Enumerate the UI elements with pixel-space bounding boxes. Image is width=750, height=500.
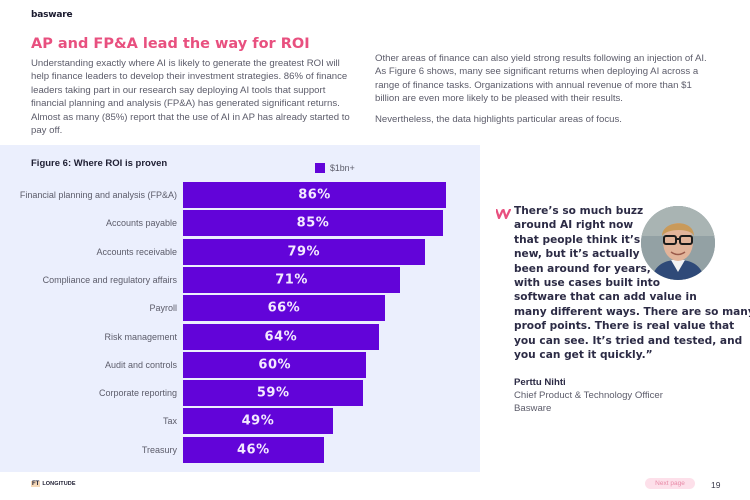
chart-legend: $1bn+ [315,163,355,173]
author-photo [641,206,715,280]
quote-line: proof points. There is real value that [514,320,735,333]
partner-name: LONGITUDE [42,481,76,487]
quote-line: many different ways. There are so many [514,305,750,318]
bar-value-label: 86% [298,187,331,203]
bar: 59% [183,380,364,407]
bar-value-label: 46% [237,442,270,458]
next-page-button[interactable]: Next page [645,478,695,489]
bar: 46% [183,436,324,463]
quote-line: around AI right now [514,219,634,232]
right-paragraph: Other areas of finance can also yield st… [375,53,707,105]
category-label: Accounts receivable [96,246,177,257]
quote-line: you can get it quickly.” [514,349,653,362]
bar: 60% [183,351,367,378]
category-label: Treasury [141,444,177,455]
quote-line: software that can add value in [514,291,697,304]
bar-value-label: 49% [241,413,275,429]
bar: 64% [183,323,379,350]
quote-author-role: Chief Product & Technology Officer [514,390,663,401]
right-paragraph: Nevertheless, the data highlights partic… [375,113,622,125]
bar-value-label: 85% [296,215,330,231]
bar: 86% [183,182,446,208]
bar: 49% [183,408,333,435]
longitude-logo: FT LONGITUDE [31,481,76,487]
ft-mark: FT [31,481,41,487]
pull-quote: There’s so much buzz around AI right now t… [514,204,750,362]
quote-mark-icon [495,206,512,224]
bar: 85% [183,210,443,237]
legend-swatch [315,163,325,173]
category-label: Compliance and regulatory affairs [42,274,177,285]
quote-line: There’s so much buzz [514,205,644,217]
bar-value-label: 66% [267,300,301,316]
category-label: Payroll [149,303,177,314]
bar: 66% [183,295,385,322]
right-column: Other areas of finance can also yield st… [375,52,715,133]
category-label: Corporate reporting [98,388,177,399]
category-label: Accounts payable [105,218,177,229]
legend-label: $1bn+ [330,163,355,173]
bar-value-label: 60% [258,357,292,373]
quote-line: new, but it’s actually [514,248,640,261]
quote-line: you can see. It’s tried and tested, and [514,334,743,347]
bar-value-label: 71% [275,272,308,288]
bar-value-label: 64% [264,329,298,344]
bar-value-label: 59% [256,385,290,401]
category-label: Financial planning and analysis (FP&A) [19,190,177,200]
section-title: AP and FP&A lead the way for ROI [31,36,310,52]
quote-line: with use cases built into [514,277,661,290]
intro-paragraph: Understanding exactly where AI is likely… [31,58,350,137]
category-label: Risk management [104,331,177,342]
bar: 71% [183,266,401,293]
quote-author-organization: Basware [514,403,552,414]
bar-value-label: 79% [287,244,321,260]
quote-author: Perttu Nihti [514,377,566,388]
basware-logo: basware [31,10,73,20]
quote-line: been around for years, [514,262,651,275]
figure-6-chart: Figure 6: Where ROI is proven $1bn+ Fina… [0,145,480,472]
quote-line: that people think it’s [514,233,641,246]
bar: 79% [183,238,425,265]
category-label: Tax [162,416,177,427]
category-label: Audit and controls [104,359,177,370]
chart-title: Figure 6: Where ROI is proven [31,158,168,169]
page-number: 19 [711,480,721,490]
